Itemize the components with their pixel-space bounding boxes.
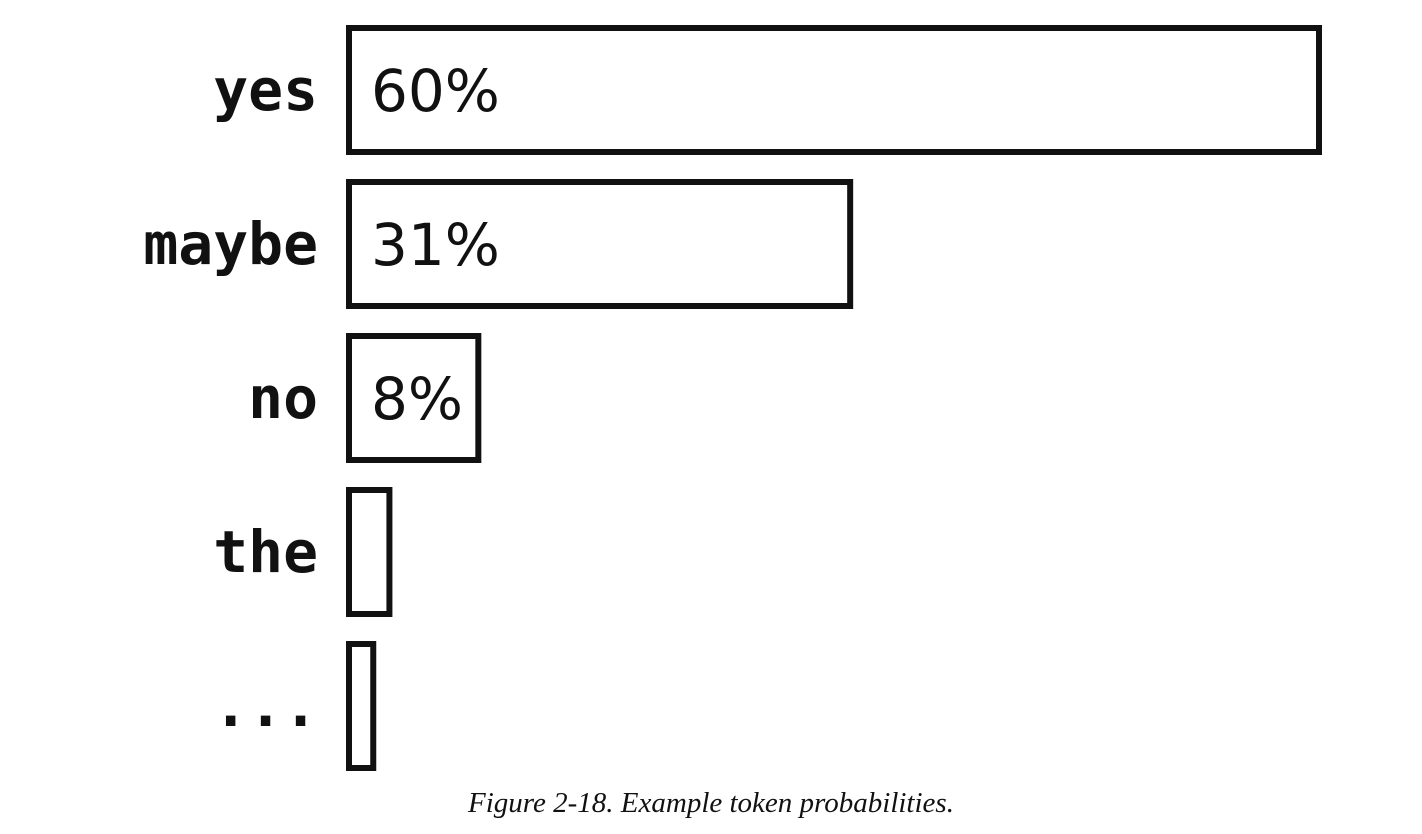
bar-group-maybe: maybe 31% (143, 179, 854, 309)
token-label-maybe: maybe (143, 210, 318, 278)
figure-number: Figure 2-18 (468, 787, 607, 819)
bar-no (346, 333, 482, 463)
bar-group-no: no 8% (248, 333, 482, 463)
bar-the (346, 487, 393, 617)
token-label-no: no (248, 364, 318, 432)
bar-value-label-yes: 60% (371, 57, 500, 125)
bar-group-the: the (213, 487, 393, 617)
caption-text: Example token probabilities (620, 787, 947, 819)
token-label-the: the (213, 518, 318, 586)
token-label-yes: yes (213, 56, 318, 124)
caption-separator: . (606, 787, 621, 819)
bar-group-yes: yes 60% (213, 25, 1322, 155)
bar-ellipsis (346, 641, 377, 771)
bar-group-ellipsis: ... (213, 641, 377, 771)
bar-value-label-maybe: 31% (371, 211, 500, 279)
bar-yes (346, 25, 1322, 155)
figure-caption: Figure 2-18. Example token probabilities… (0, 785, 1422, 821)
token-label-ellipsis: ... (213, 672, 318, 740)
caption-period: . (946, 787, 954, 819)
bar-value-label-no: 8% (371, 365, 463, 433)
bar-maybe (346, 179, 854, 309)
